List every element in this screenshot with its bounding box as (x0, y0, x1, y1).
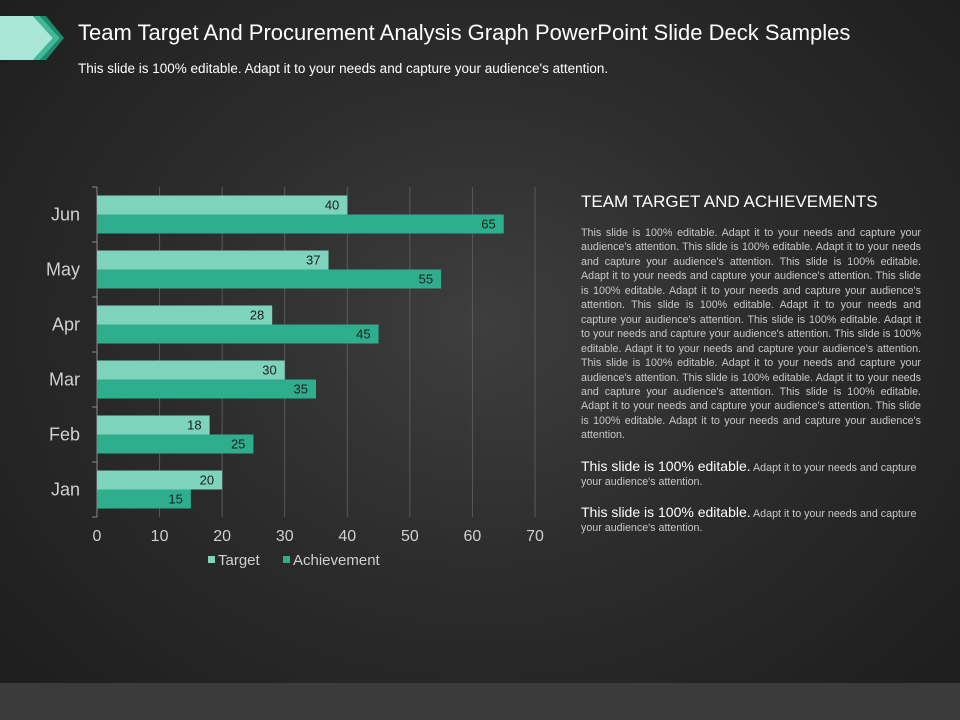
x-tick-label-20: 20 (213, 528, 231, 545)
bar-chart: 0 10 20 30 40 50 60 70 Jan 20 15 Feb 18 25 Mar 30 35 Apr 2… (46, 186, 544, 569)
category-label-mar: Mar (49, 370, 80, 390)
category-label-feb: Feb (49, 425, 80, 445)
x-tick-label-0: 0 (93, 528, 102, 545)
bar-target-mar (97, 360, 285, 380)
data-label-achievement-mar: 35 (294, 382, 308, 397)
note-2: This slide is 100% editable. Adapt it to… (581, 505, 921, 535)
data-label-target-feb: 18 (187, 418, 201, 433)
data-label-target-jun: 40 (325, 198, 339, 213)
data-label-target-apr: 28 (250, 308, 264, 323)
chevron-logo-icon (0, 16, 64, 60)
legend-swatch-target (208, 556, 215, 563)
data-label-achievement-jan: 15 (168, 492, 182, 507)
bar-target-jan (97, 470, 223, 490)
chevron-band-mid (33, 16, 60, 60)
legend-label-target: Target (218, 552, 261, 569)
x-tick-label-10: 10 (151, 528, 169, 545)
chevron-band-light (0, 16, 53, 60)
bar-achievement-apr (97, 324, 379, 344)
x-tick-label-30: 30 (276, 528, 294, 545)
note-2-text: Adapt it to your needs and capture your … (581, 507, 917, 534)
legend-label-achievement: Achievement (293, 552, 381, 569)
note-2-lead: This slide is 100% editable. (581, 503, 751, 520)
legend-swatch-achievement (283, 556, 290, 563)
x-tick-label-40: 40 (338, 528, 356, 545)
bar-target-may (97, 250, 329, 270)
bar-target-feb (97, 415, 210, 435)
bar-achievement-may (97, 269, 442, 289)
data-label-target-mar: 30 (262, 363, 276, 378)
category-label-may: May (46, 260, 80, 280)
bar-achievement-mar (97, 379, 316, 399)
x-tick-label-70: 70 (526, 528, 544, 545)
note-1-text: Adapt it to your needs and capture your … (581, 461, 917, 488)
bar-target-apr (97, 305, 273, 325)
category-label-apr: Apr (52, 315, 80, 335)
data-label-achievement-jun: 65 (481, 217, 495, 232)
data-label-achievement-apr: 45 (356, 327, 370, 342)
data-label-target-jan: 20 (200, 473, 214, 488)
chevron-band-dark (40, 16, 64, 60)
x-tick-label-60: 60 (464, 528, 482, 545)
panel-heading: TEAM TARGET AND ACHIEVEMENTS (581, 192, 878, 211)
slide-subtitle: This slide is 100% editable. Adapt it to… (78, 61, 609, 76)
data-label-target-may: 37 (306, 253, 320, 268)
data-label-achievement-may: 55 (419, 272, 433, 287)
footer-bar (0, 683, 960, 720)
bar-target-jun (97, 195, 348, 215)
x-tick-label-50: 50 (401, 528, 419, 545)
category-label-jan: Jan (51, 480, 80, 500)
note-1-lead: This slide is 100% editable. (581, 457, 751, 474)
note-1: This slide is 100% editable. Adapt it to… (581, 459, 921, 489)
slide-title: Team Target And Procurement Analysis Gra… (78, 20, 851, 45)
panel-body: This slide is 100% editable. Adapt it to… (581, 227, 921, 442)
bar-achievement-jun (97, 214, 504, 234)
bar-achievement-jan (97, 489, 191, 509)
text-panel: TEAM TARGET AND ACHIEVEMENTS This slide … (581, 192, 921, 535)
data-label-achievement-feb: 25 (231, 437, 245, 452)
category-label-jun: Jun (51, 205, 80, 225)
bar-achievement-feb (97, 434, 254, 454)
